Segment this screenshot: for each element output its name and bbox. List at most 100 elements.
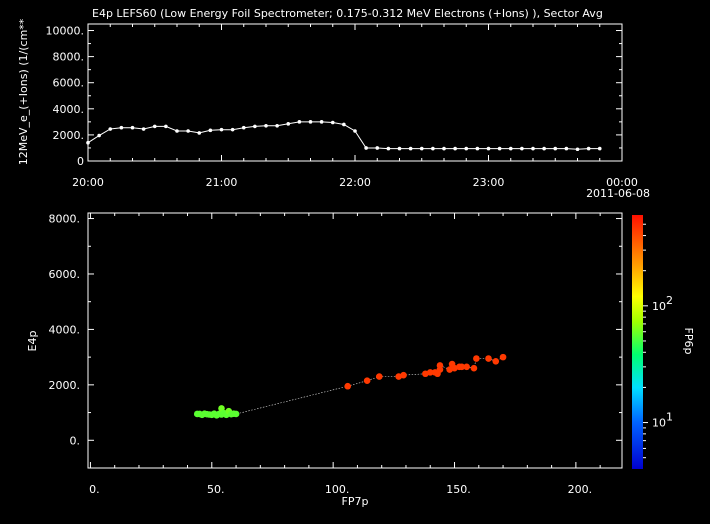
data-point <box>531 146 535 151</box>
colorbar-tick-exponent: 1 <box>666 411 673 424</box>
top-plot-frame <box>87 23 623 162</box>
data-point <box>108 127 113 131</box>
scatter-point <box>400 371 407 379</box>
bottom-y-axis: 0. 2000. 4000. 6000. 8000. <box>49 213 622 469</box>
colorbar-label: FP6p <box>682 328 695 355</box>
y-tick-label: 10000. <box>46 25 85 38</box>
y-tick-label: 6000. <box>53 77 85 90</box>
scatter-point <box>232 410 240 418</box>
scatter-point <box>375 373 383 380</box>
scatter-points <box>193 353 507 419</box>
data-point <box>408 146 413 151</box>
bottom-x-axis-label: FP7p <box>342 495 369 508</box>
data-point <box>564 146 569 151</box>
data-point <box>542 146 546 151</box>
colorbar-gradient <box>632 215 643 469</box>
x-tick-label: 21:00 <box>206 176 238 189</box>
scatter-point <box>436 362 444 369</box>
data-point <box>364 146 368 150</box>
x-tick-label: 150. <box>446 483 471 496</box>
data-point <box>508 146 513 151</box>
data-point <box>486 146 491 151</box>
scatter-panel: 0. 2000. 4000. 6000. 8000. 0. 50. 100. 150. 200.… <box>26 212 623 508</box>
data-point <box>275 123 279 128</box>
data-point <box>264 123 268 128</box>
y-tick-label: 2000. <box>49 379 81 392</box>
top-y-axis-label: 12MeV_e_(+Ions) (1/(cm** <box>17 18 30 165</box>
x-tick-label: 22:00 <box>339 176 371 189</box>
y-tick-label: 4000. <box>53 103 85 116</box>
colorbar-tick-exponent: 2 <box>666 294 673 307</box>
scatter-point <box>492 357 500 365</box>
x-tick-label: 200. <box>568 483 593 496</box>
data-point <box>342 122 346 127</box>
data-point <box>330 120 335 125</box>
data-point <box>442 146 446 151</box>
x-tick-label: 0. <box>89 483 100 496</box>
data-point <box>353 129 357 133</box>
y-tick-label: 2000. <box>53 129 85 142</box>
data-point <box>152 124 157 129</box>
data-point <box>175 129 179 133</box>
data-point <box>419 146 424 151</box>
time-series-panel: 0 2000. 4000. 6000. 8000. 10000. 20:00 21:00 22… <box>17 18 650 200</box>
x-tick-label: 23:00 <box>473 176 505 189</box>
data-point <box>130 125 135 130</box>
data-point <box>286 122 291 126</box>
scatter-point <box>499 353 507 361</box>
y-tick-label: 0 <box>77 155 84 168</box>
data-point <box>141 127 146 131</box>
x-tick-label: 50. <box>207 483 225 496</box>
y-tick-label: 8000. <box>53 51 85 64</box>
top-series <box>86 120 602 152</box>
data-point <box>319 120 324 124</box>
y-tick-label: 6000. <box>49 268 81 281</box>
data-point <box>475 146 480 151</box>
top-y-axis: 0 2000. 4000. 6000. 8000. 10000. <box>46 25 622 168</box>
data-point <box>386 146 391 151</box>
scatter-point <box>473 355 480 362</box>
x-tick-label: 20:00 <box>72 176 104 189</box>
data-point <box>575 147 580 152</box>
x-tick-label: 00:00 <box>606 176 638 189</box>
data-point <box>164 124 168 129</box>
bottom-plot-frame <box>87 212 623 469</box>
scatter-point <box>470 364 478 372</box>
y-tick-label: 0. <box>70 434 81 447</box>
top-date-label: 2011-06-08 <box>586 187 650 200</box>
data-point <box>308 120 313 124</box>
x-tick-label: 100. <box>325 483 350 496</box>
top-chart-title: E4p LEFS60 (Low Energy Foil Spectrometer… <box>92 7 603 20</box>
data-point <box>86 140 90 145</box>
data-point <box>464 146 469 151</box>
data-point <box>97 133 101 138</box>
data-point <box>253 124 257 129</box>
data-point <box>497 146 502 151</box>
scatter-point <box>344 382 352 390</box>
data-point <box>197 131 202 135</box>
scatter-point <box>363 377 371 384</box>
data-point <box>230 127 235 132</box>
scatter-point <box>463 363 470 371</box>
data-point <box>397 146 402 151</box>
bottom-y-axis-label: E4p <box>26 331 39 352</box>
y-tick-label: 4000. <box>49 323 81 336</box>
scatter-point <box>485 355 492 362</box>
colorbar-tick-label: 10 <box>652 300 666 313</box>
data-point <box>241 125 246 130</box>
data-point <box>453 146 457 151</box>
colorbar-tick-label: 10 <box>652 417 666 430</box>
data-point <box>553 146 558 151</box>
data-point <box>119 125 124 130</box>
scatter-point <box>426 369 434 376</box>
data-point <box>586 146 591 151</box>
data-point <box>375 146 380 150</box>
data-point <box>297 120 302 124</box>
data-point <box>431 146 435 151</box>
data-point <box>208 128 213 133</box>
scatter-point <box>458 363 466 371</box>
data-point <box>219 127 224 132</box>
